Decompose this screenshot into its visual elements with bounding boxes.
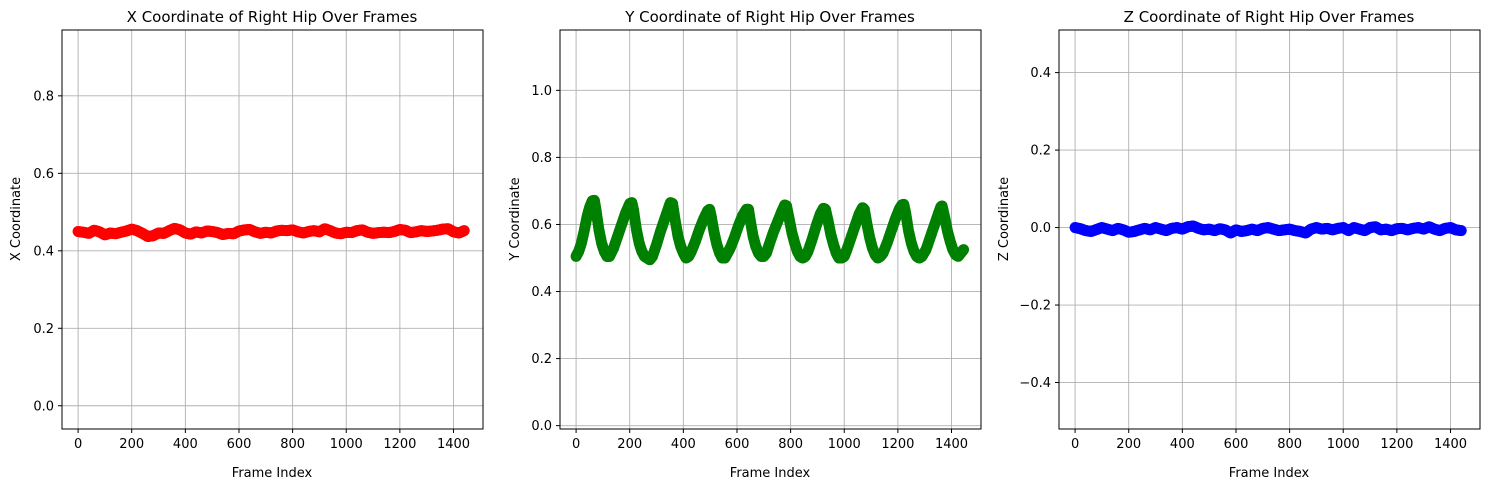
- data-points: [1069, 220, 1467, 239]
- data-point: [458, 225, 470, 237]
- y-tick-label: 0.8: [531, 151, 552, 166]
- x-tick-label: 1200: [881, 437, 914, 452]
- data-point: [958, 244, 970, 256]
- x-tick-label: 0: [74, 437, 82, 452]
- chart-panel-x-coordinate: X Coordinate of Right Hip Over Frames Fr…: [9, 8, 484, 481]
- x-tick-label: 1400: [1434, 437, 1467, 452]
- chart-panel-z-coordinate: Z Coordinate of Right Hip Over Frames Fr…: [997, 8, 1481, 481]
- y-tick-label: 0.4: [1030, 66, 1051, 81]
- x-tick-label: 1200: [383, 437, 416, 452]
- x-tick-label: 800: [280, 437, 305, 452]
- chart-title: X Coordinate of Right Hip Over Frames: [127, 8, 418, 26]
- data-points: [72, 222, 470, 242]
- y-tick-label: 1.0: [531, 84, 552, 99]
- x-tick-label: 600: [725, 437, 750, 452]
- x-tick-label: 600: [1224, 437, 1249, 452]
- x-tick-label: 400: [173, 437, 198, 452]
- x-tick-label: 400: [671, 437, 696, 452]
- x-tick-label: 1000: [828, 437, 861, 452]
- x-tick-label: 200: [617, 437, 642, 452]
- x-axis-label: Frame Index: [232, 466, 313, 481]
- chart-panel-y-coordinate: Y Coordinate of Right Hip Over Frames Fr…: [508, 8, 982, 481]
- data-points: [570, 194, 970, 266]
- y-tick-label: −0.2: [1019, 299, 1051, 314]
- x-tick-label: 1400: [935, 437, 968, 452]
- x-tick-label: 1000: [330, 437, 363, 452]
- data-point: [1455, 225, 1467, 237]
- plot-frame: [61, 29, 484, 430]
- x-tick-label: 600: [227, 437, 252, 452]
- y-tick-label: 0.4: [531, 285, 552, 300]
- y-tick-label: 0.2: [531, 352, 552, 367]
- y-axis-label: Z Coordinate: [997, 177, 1012, 261]
- y-axis-label: Y Coordinate: [508, 177, 523, 261]
- axes: 0 200 400 600 800 1000 1200 1400 −0.4 −0.2 0.0 0.2 0…: [1019, 29, 1481, 452]
- x-tick-label: 400: [1170, 437, 1195, 452]
- y-tick-label: 0.2: [1030, 144, 1051, 159]
- plot-frame: [559, 29, 982, 430]
- y-tick-label: 0.2: [33, 322, 54, 337]
- x-tick-label: 1200: [1380, 437, 1413, 452]
- y-tick-label: 0.0: [531, 419, 552, 434]
- y-tick-label: 0.0: [33, 399, 54, 414]
- x-tick-label: 800: [778, 437, 803, 452]
- plot-frame: [1058, 29, 1481, 430]
- y-tick-label: 0.8: [33, 89, 54, 104]
- y-tick-label: 0.6: [33, 167, 54, 182]
- x-tick-label: 800: [1277, 437, 1302, 452]
- axes: 0 200 400 600 800 1000 1200 1400 0.0 0.2 0.4 0.6 0.8…: [531, 29, 982, 452]
- y-tick-label: 0.4: [33, 244, 54, 259]
- y-tick-label: 0.6: [531, 218, 552, 233]
- y-tick-label: −0.4: [1019, 376, 1051, 391]
- x-tick-label: 0: [572, 437, 580, 452]
- x-tick-label: 200: [119, 437, 144, 452]
- axes: 0 200 400 600 800 1000 1200 1400 0.0 0.2 0.4 0.6 0.8: [33, 29, 484, 452]
- chart-title: Z Coordinate of Right Hip Over Frames: [1124, 8, 1415, 26]
- y-tick-label: 0.0: [1030, 221, 1051, 236]
- x-axis-label: Frame Index: [730, 466, 811, 481]
- y-axis-label: X Coordinate: [9, 177, 24, 261]
- x-tick-label: 0: [1071, 437, 1079, 452]
- x-tick-label: 1400: [437, 437, 470, 452]
- x-tick-label: 1000: [1327, 437, 1360, 452]
- x-tick-label: 200: [1116, 437, 1141, 452]
- x-axis-label: Frame Index: [1229, 466, 1310, 481]
- chart-title: Y Coordinate of Right Hip Over Frames: [624, 8, 915, 26]
